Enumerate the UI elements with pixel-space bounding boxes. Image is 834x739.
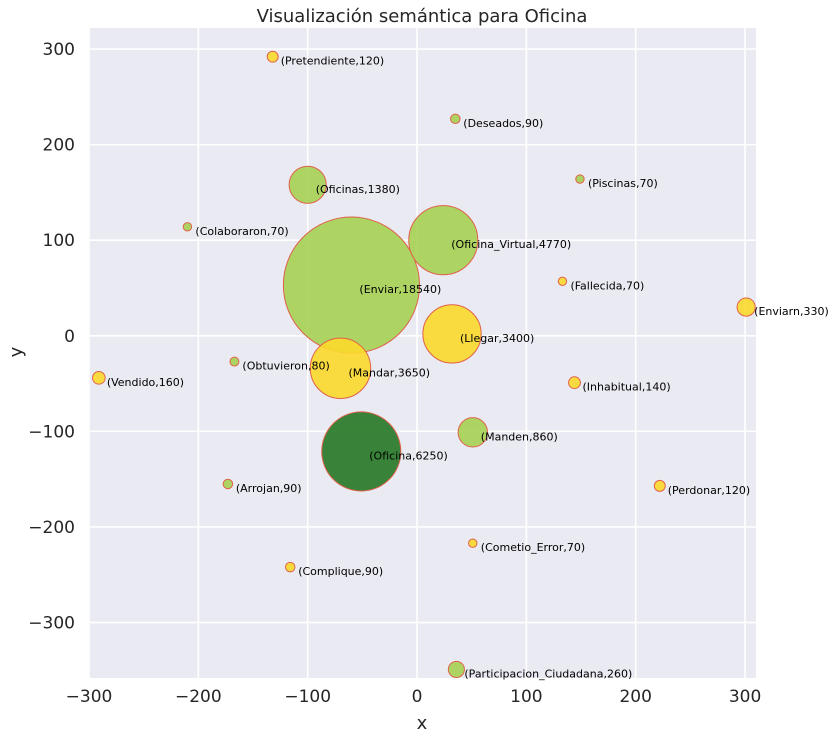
point-label: (Enviar,18540): [359, 283, 441, 296]
point-labels: (Pretendiente,120) (Deseados,90) (Piscinas…: [107, 55, 829, 681]
point-label: (Fallecida,70): [570, 279, 644, 292]
x-tick-label: −300: [66, 687, 113, 707]
x-tick-label: −200: [175, 687, 222, 707]
x-tick-label: 100: [510, 687, 542, 707]
plot-area: [89, 28, 756, 678]
point-label: (Arrojan,90): [236, 482, 302, 495]
point-label: (Complique,90): [298, 565, 383, 578]
bubble: [321, 411, 402, 492]
point-label: (Vendido,160): [107, 376, 184, 389]
y-tick-labels: −300 −200 −100 0 100 200 300: [28, 40, 75, 634]
bubble: [229, 356, 240, 367]
chart-title: Visualización semántica para Oficina: [257, 6, 588, 27]
bubble: [284, 561, 296, 573]
y-tick-label: 200: [43, 136, 75, 156]
x-axis-label: x: [417, 713, 428, 734]
point-label: (Mandar,3650): [348, 366, 430, 379]
bubble: [309, 337, 372, 400]
point-label: (Deseados,90): [463, 117, 543, 130]
point-label: (Manden,860): [481, 430, 558, 443]
point-label: (Pretendiente,120): [281, 55, 384, 68]
point-label: (Enviarn,330): [754, 305, 829, 318]
point-label: (Participacion_Ciudadana,260): [464, 667, 632, 680]
x-tick-labels: −300 −200 −100 0 100 200 300: [66, 687, 762, 707]
bubbles: [92, 50, 756, 678]
bubble: [422, 304, 482, 364]
bubble: [568, 376, 581, 390]
bubble: [450, 113, 461, 125]
bubble: [457, 417, 488, 448]
bubble: [447, 660, 465, 678]
x-tick-label: 200: [619, 687, 651, 707]
y-tick-label: −100: [28, 422, 75, 442]
point-label: (Cometio_Error,70): [481, 541, 585, 554]
bubble: [288, 165, 327, 204]
point-label: (Inhabitual,140): [582, 381, 670, 394]
point-label: (Llegar,3400): [460, 332, 534, 345]
x-tick-label: 0: [412, 687, 423, 707]
y-tick-label: 300: [43, 40, 75, 60]
point-label: (Oficina_Virtual,4770): [451, 238, 571, 251]
bubble: [408, 205, 479, 276]
bubble: [557, 276, 568, 286]
point-label: (Perdonar,120): [668, 484, 750, 497]
bubble: [222, 478, 234, 490]
bubble: [736, 297, 756, 317]
y-tick-label: −300: [28, 614, 75, 634]
bubble: [182, 222, 193, 232]
bubble: [92, 371, 106, 385]
y-tick-label: −200: [28, 518, 75, 538]
point-label: (Piscinas,70): [588, 177, 658, 190]
point-label: (Colaboraron,70): [195, 225, 288, 238]
x-tick-label: −100: [284, 687, 331, 707]
grid: [88, 28, 756, 678]
point-label: (Oficina,6250): [369, 449, 447, 462]
y-tick-label: 100: [43, 231, 75, 251]
y-tick-label: 0: [64, 327, 75, 347]
bubble: [653, 479, 666, 492]
bubble: [575, 174, 585, 184]
x-tick-label: 300: [729, 687, 761, 707]
point-label: (Oficinas,1380): [316, 183, 400, 196]
point-label: (Obtuvieron,80): [242, 360, 329, 373]
bubble: [468, 538, 478, 548]
bubble: [266, 50, 279, 63]
y-axis-label: y: [6, 346, 27, 357]
